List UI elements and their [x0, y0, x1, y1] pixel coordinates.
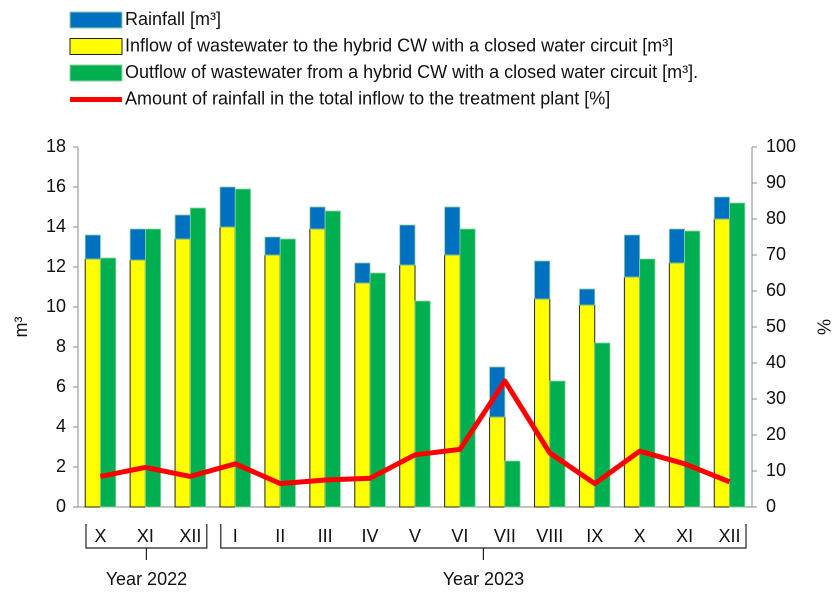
y2-tick-label: 60	[766, 280, 786, 300]
bar	[579, 288, 596, 306]
group-bracket	[85, 524, 208, 560]
group-label: Year 2022	[106, 569, 187, 589]
bar	[219, 186, 236, 228]
y2-tick-label: 10	[766, 460, 786, 480]
y-tick-label: 16	[46, 176, 66, 196]
group-bracket	[220, 524, 747, 560]
y2-tick-label: 20	[766, 424, 786, 444]
y2-tick-label: 50	[766, 316, 786, 336]
y-tick-label: 10	[46, 296, 66, 316]
x-tick-label: XII	[719, 526, 741, 546]
bar	[444, 206, 461, 256]
x-tick-label: IX	[586, 526, 603, 546]
bar	[623, 276, 641, 508]
bar	[444, 254, 461, 508]
x-tick-label: XI	[137, 526, 154, 546]
bar	[264, 236, 281, 256]
bar	[264, 254, 281, 508]
legend-label: Rainfall [m³]	[125, 9, 221, 29]
y-axis-label: m³	[11, 317, 31, 338]
bar	[489, 416, 506, 508]
y2-tick-label: 40	[766, 352, 786, 372]
bar	[399, 264, 416, 508]
x-tick-label: XI	[676, 526, 693, 546]
y2-tick-label: 80	[766, 208, 786, 228]
x-tick-label: II	[275, 526, 285, 546]
bar	[189, 207, 207, 508]
bar	[174, 238, 191, 508]
legend-swatch	[69, 64, 123, 82]
bar	[668, 228, 686, 264]
x-tick-label: VIII	[536, 526, 563, 546]
y-tick-label: 4	[56, 416, 66, 436]
bar	[504, 460, 521, 508]
x-tick-label: VII	[494, 526, 516, 546]
y-tick-label: 18	[46, 136, 66, 156]
bar	[100, 257, 117, 508]
x-tick-label: VI	[451, 526, 468, 546]
bar	[144, 228, 162, 508]
bar	[639, 258, 656, 508]
bar	[414, 300, 431, 508]
legend-swatch	[69, 38, 123, 55]
legend-swatch	[69, 11, 123, 29]
legend-label: Amount of rainfall in the total inflow t…	[125, 88, 610, 108]
bar	[174, 214, 191, 240]
bar	[354, 282, 371, 508]
bar	[594, 342, 611, 508]
bar	[549, 380, 566, 508]
x-tick-label: V	[409, 526, 421, 546]
y-tick-label: 14	[46, 216, 66, 236]
y2-tick-label: 70	[766, 244, 786, 264]
bar	[324, 210, 341, 508]
bar	[369, 272, 386, 508]
x-tick-label: I	[233, 526, 238, 546]
x-tick-label: III	[318, 526, 333, 546]
y2-tick-label: 30	[766, 388, 786, 408]
bar	[534, 298, 551, 508]
y2-tick-label: 90	[766, 172, 786, 192]
y-tick-label: 8	[56, 336, 66, 356]
y-tick-label: 2	[56, 456, 66, 476]
y2-tick-label: 100	[766, 136, 796, 156]
bar	[623, 234, 641, 278]
x-tick-label: IV	[362, 526, 379, 546]
bar	[129, 228, 146, 261]
bar	[279, 238, 296, 508]
y2-axis-label: %	[813, 319, 833, 335]
x-tick-label: X	[94, 526, 106, 546]
y-tick-label: 12	[46, 256, 66, 276]
bar	[713, 196, 730, 220]
bar	[234, 188, 251, 508]
legend-label: Inflow of wastewater to the hybrid CW wi…	[125, 35, 673, 55]
y-tick-label: 6	[56, 376, 66, 396]
bar	[309, 206, 326, 230]
y2-tick-label: 0	[766, 496, 776, 516]
bar	[684, 230, 701, 508]
bar	[84, 258, 101, 508]
bar	[729, 202, 746, 508]
y-tick-label: 0	[56, 496, 66, 516]
bar	[84, 234, 101, 260]
bar	[354, 262, 371, 284]
bar	[459, 228, 476, 508]
bar	[713, 218, 731, 508]
x-tick-label: XII	[179, 526, 201, 546]
bar	[399, 224, 416, 266]
bar	[309, 228, 326, 508]
legend-label: Outflow of wastewater from a hybrid CW w…	[125, 62, 698, 82]
bar	[668, 262, 686, 508]
line-series	[99, 378, 731, 487]
bar	[534, 260, 551, 300]
x-tick-label: X	[634, 526, 646, 546]
group-label: Year 2023	[443, 569, 524, 589]
